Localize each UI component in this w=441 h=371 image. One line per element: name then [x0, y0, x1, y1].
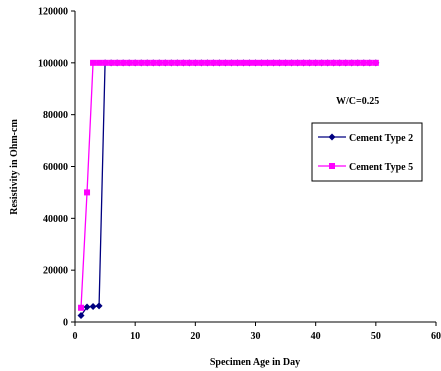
x-tick-label: 60 — [431, 331, 441, 342]
data-point-2 — [84, 189, 91, 196]
x-tick-label: 10 — [130, 331, 140, 342]
data-point-1 — [77, 312, 85, 320]
series-group — [77, 59, 380, 320]
data-point-2 — [96, 59, 103, 66]
x-tick-label: 20 — [190, 331, 200, 342]
y-tick-label: 60000 — [43, 162, 68, 173]
x-tick-label: 30 — [251, 331, 261, 342]
x-axis-title: Specimen Age in Day — [210, 357, 300, 368]
y-tick-label: 40000 — [43, 214, 68, 225]
y-tick-label: 120000 — [38, 7, 68, 18]
data-point-2 — [204, 59, 211, 66]
data-point-2 — [252, 59, 259, 66]
data-point-2 — [222, 59, 229, 66]
data-point-2 — [138, 59, 145, 66]
legend-label-type5: Cement Type 5 — [349, 162, 413, 173]
wc-annotation: W/C=0.25 — [336, 96, 379, 107]
data-point-2 — [306, 59, 313, 66]
data-point-2 — [276, 59, 283, 66]
data-point-2 — [246, 59, 253, 66]
ticks: 0 20000 40000 60000 80000 100000 120000 0 10 20 30… — [38, 7, 441, 343]
data-point-2 — [318, 59, 325, 66]
data-point-2 — [342, 59, 349, 66]
data-point-2 — [156, 59, 163, 66]
data-point-2 — [192, 59, 199, 66]
data-point-2 — [228, 59, 235, 66]
legend-marker-type5 — [329, 163, 335, 169]
data-point-2 — [144, 59, 151, 66]
y-tick-label: 80000 — [43, 110, 68, 121]
legend-box — [311, 122, 423, 182]
y-tick-label: 0 — [63, 318, 68, 329]
data-point-2 — [168, 59, 175, 66]
data-point-1 — [89, 302, 97, 310]
data-point-2 — [336, 59, 343, 66]
data-point-2 — [114, 59, 121, 66]
data-point-2 — [288, 59, 295, 66]
x-tick-label: 40 — [311, 331, 321, 342]
data-point-2 — [150, 59, 157, 66]
data-point-2 — [240, 59, 247, 66]
y-tick-label: 100000 — [38, 58, 68, 69]
x-tick-label: 0 — [73, 331, 78, 342]
data-point-2 — [372, 59, 379, 66]
data-point-2 — [162, 59, 169, 66]
x-tick-label: 50 — [371, 331, 381, 342]
series-line-1 — [80, 62, 376, 316]
data-point-2 — [330, 59, 337, 66]
data-point-2 — [234, 59, 241, 66]
data-point-2 — [78, 304, 85, 311]
data-point-2 — [174, 59, 181, 66]
data-point-2 — [324, 59, 331, 66]
y-axis-title: Resistivity in Ohm-cm — [9, 119, 20, 215]
data-point-2 — [360, 59, 367, 66]
data-point-2 — [216, 59, 223, 66]
legend-label-type2: Cement Type 2 — [349, 133, 413, 144]
data-point-2 — [270, 59, 277, 66]
data-point-2 — [300, 59, 307, 66]
y-tick-label: 20000 — [43, 266, 68, 277]
data-point-1 — [95, 302, 103, 310]
data-point-2 — [294, 59, 301, 66]
data-point-2 — [366, 59, 373, 66]
data-point-2 — [120, 59, 127, 66]
legend-marker-type2 — [328, 133, 336, 141]
data-point-2 — [126, 59, 133, 66]
data-point-2 — [108, 59, 115, 66]
data-point-2 — [186, 59, 193, 66]
data-point-2 — [348, 59, 355, 66]
data-point-2 — [264, 59, 271, 66]
series-line-2 — [80, 62, 376, 308]
data-point-2 — [198, 59, 205, 66]
data-point-2 — [258, 59, 265, 66]
data-point-2 — [180, 59, 187, 66]
data-point-2 — [132, 59, 139, 66]
data-point-2 — [102, 59, 109, 66]
data-point-2 — [90, 59, 97, 66]
data-point-2 — [312, 59, 319, 66]
data-point-2 — [282, 59, 289, 66]
data-point-1 — [83, 303, 91, 311]
legend: Cement Type 2 Cement Type 5 — [311, 122, 423, 182]
data-point-2 — [354, 59, 361, 66]
data-point-2 — [210, 59, 217, 66]
